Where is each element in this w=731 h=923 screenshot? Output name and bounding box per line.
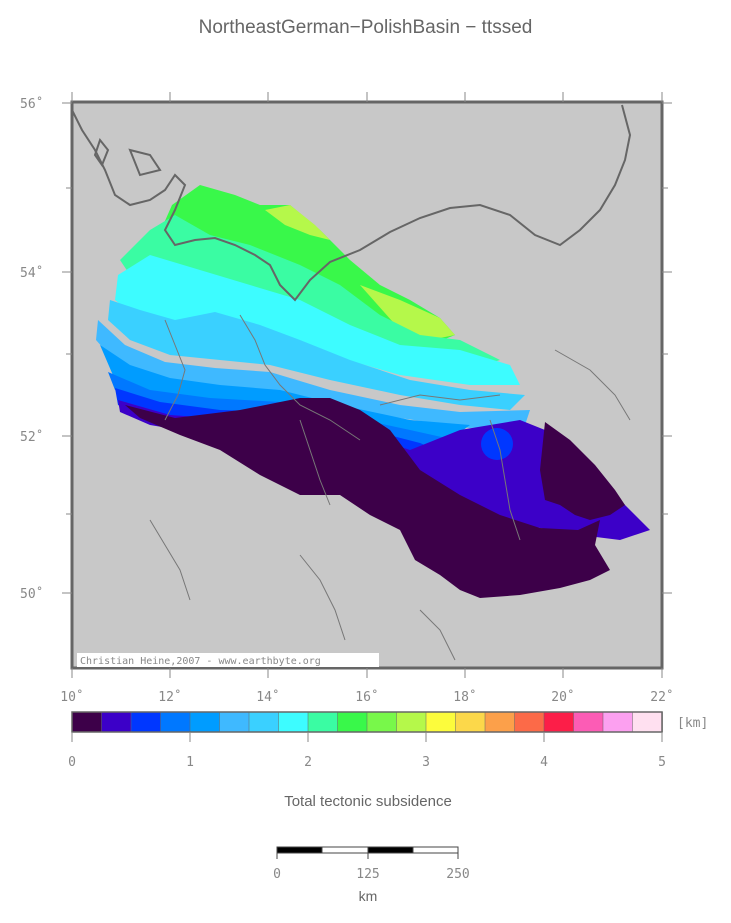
colorbar-cell [573,711,604,733]
colorbar-frame [71,711,663,733]
colorbar-ticks: 0 1 2 3 4 5 [68,732,666,770]
colorbar-unit: [km] [677,716,708,731]
lon-label-18: 18˚ [453,689,476,705]
colorbar-cell [337,711,368,733]
lat-tick-marks [62,102,672,594]
band-lime [265,205,330,240]
scale-label-125: 125 [356,867,379,882]
colorbar [71,711,663,733]
colorbar-cell [396,711,427,733]
colorbar-tick-label: 0 [68,755,76,770]
colorbar-cell [248,711,280,733]
colorbar-cell [307,711,339,733]
band-blue-spot [481,428,513,460]
scale-unit: km [359,888,378,904]
lat-label-52: 52˚ [20,429,43,445]
colorbar-cell [425,711,457,733]
colorbar-tick-label: 2 [304,755,312,770]
colorbar-cell [543,711,575,733]
lat-label-50: 50˚ [20,586,43,602]
lon-label-14: 14˚ [256,689,279,705]
lat-label-56: 56˚ [20,96,43,112]
lat-label-54: 54˚ [20,265,43,281]
scale-label-0: 0 [273,867,281,882]
colorbar-cell [632,711,663,733]
band-seagreen [120,215,500,370]
band-skyblue [96,320,530,428]
band-darkpurple [125,398,610,598]
map-title: NortheastGerman−PolishBasin − ttssed [198,17,533,38]
colorbar-tick-label: 4 [540,755,548,770]
scale-seg-3 [368,847,413,853]
colorbar-tick-label: 5 [658,755,666,770]
scale-label-250: 250 [446,867,469,882]
lon-label-16: 16˚ [355,689,378,705]
lon-label-10: 10˚ [60,689,83,705]
colorbar-cell [160,711,191,733]
scale-seg-2 [321,846,369,854]
band-cyan [115,255,520,385]
lon-tick-marks [71,92,663,678]
scale-seg-4 [412,846,459,854]
colorbar-cell [484,711,516,733]
colorbar-cell [219,711,250,733]
credit-box [77,653,379,667]
colorbar-cell [366,711,398,733]
band-darkpurple-east [540,422,625,520]
colorbar-cell [101,711,132,733]
rivers [149,314,631,661]
band-lightblue [108,300,525,410]
lon-label-12: 12˚ [158,689,181,705]
colorbar-cell [189,711,221,733]
scale-seg-1 [277,847,322,853]
credit-text: Christian Heine,2007 - www.earthbyte.org [80,656,321,667]
scale-bar [276,846,459,859]
lon-label-20: 20˚ [551,689,574,705]
colorbar-cell [278,711,309,733]
colorbar-tick-label: 1 [186,755,194,770]
subsidence-field [96,185,650,598]
colorbar-cell [455,711,486,733]
colorbar-tick-label: 3 [422,755,430,770]
colorbar-cell [71,711,103,733]
band-lime-2 [360,285,455,340]
lon-label-22: 22˚ [650,689,673,705]
colorbar-cell [514,711,545,733]
band-blue-1 [100,345,470,440]
colorbar-cell [602,711,634,733]
colorbar-cell [130,711,162,733]
colorbar-caption: Total tectonic subsidence [284,793,452,810]
coastlines [71,104,632,302]
